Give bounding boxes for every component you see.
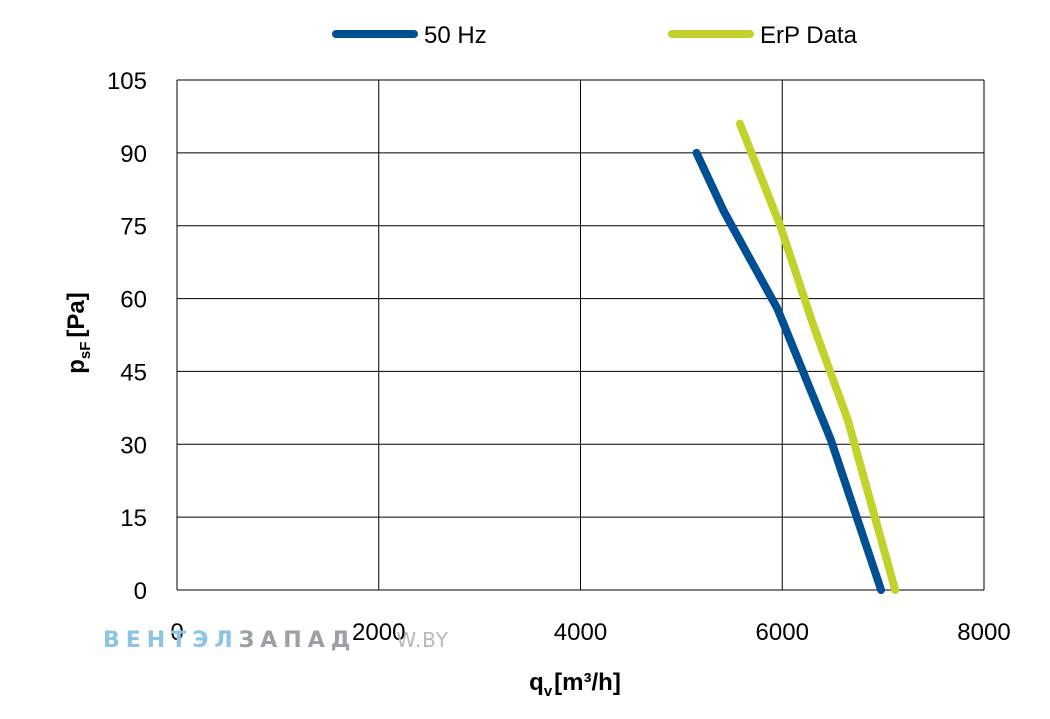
y-tick-label: 90 — [120, 141, 147, 168]
watermark-part-1: ВЕНТЭЛ — [103, 628, 239, 653]
x-tick-label: 0 — [170, 619, 183, 646]
x-axis-symbol: q — [529, 669, 544, 696]
y-tick-label: 75 — [120, 214, 147, 241]
x-axis-subscript: v — [544, 683, 553, 700]
x-tick-label: 4000 — [554, 619, 607, 646]
y-axis-title: psF [Pa] — [63, 292, 94, 374]
watermark: ВЕНТЭЛЗАПАД W.BY — [103, 628, 449, 653]
grid-lines — [176, 79, 985, 591]
x-tick-labels: 0 2000 4000 6000 8000 — [170, 619, 1010, 646]
y-axis-unit: [Pa] — [63, 292, 90, 337]
x-axis-title: qv[m³/h] — [529, 669, 621, 700]
series-layer — [692, 119, 900, 594]
legend-label-2: ErP Data — [760, 22, 858, 49]
watermark-part-3: W.BY — [396, 628, 449, 652]
legend: 50 Hz ErP Data — [332, 22, 858, 49]
y-axis-symbol: p — [63, 359, 90, 374]
y-tick-label: 105 — [107, 68, 147, 95]
y-tick-labels: 0 15 30 45 60 75 90 105 — [107, 68, 147, 605]
y-tick-label: 0 — [134, 578, 147, 605]
x-tick-label: 8000 — [957, 619, 1010, 646]
y-tick-label: 60 — [120, 287, 147, 314]
legend-label-1: 50 Hz — [424, 22, 487, 49]
series-line-1 — [692, 148, 886, 594]
x-tick-label: 2000 — [352, 619, 405, 646]
watermark-part-2: ЗАПАД — [239, 628, 357, 653]
x-tick-label: 6000 — [756, 619, 809, 646]
series-line-2 — [735, 119, 900, 594]
y-tick-label: 30 — [120, 432, 147, 459]
y-tick-label: 45 — [120, 359, 147, 386]
x-axis-unit: [m³/h] — [554, 669, 621, 696]
y-tick-label: 15 — [120, 505, 147, 532]
y-axis-subscript: sF — [77, 342, 94, 360]
